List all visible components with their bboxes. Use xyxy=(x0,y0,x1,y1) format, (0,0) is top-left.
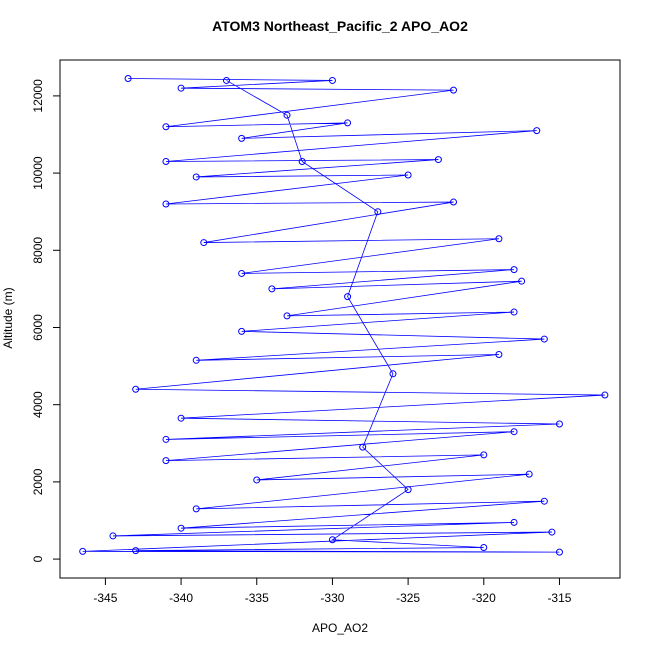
data-point xyxy=(480,451,488,459)
data-point xyxy=(533,127,541,135)
data-point xyxy=(450,198,458,206)
y-tick-label: 8000 xyxy=(31,237,45,264)
x-tick-label: -320 xyxy=(472,591,496,605)
data-point xyxy=(109,532,117,540)
y-tick-label: 0 xyxy=(31,555,45,562)
x-tick-label: -340 xyxy=(169,591,193,605)
data-point xyxy=(298,158,306,166)
data-point xyxy=(404,171,412,179)
data-point xyxy=(374,208,382,216)
data-point xyxy=(238,269,246,277)
data-point xyxy=(510,428,518,436)
data-point xyxy=(124,75,132,83)
x-tick-label: -335 xyxy=(245,591,269,605)
x-tick-label: -330 xyxy=(320,591,344,605)
data-point xyxy=(328,536,336,544)
y-tick-label: 10000 xyxy=(31,156,45,190)
data-point xyxy=(283,111,291,119)
data-point xyxy=(283,312,291,320)
data-point xyxy=(162,123,170,131)
data-line xyxy=(82,78,605,553)
data-point xyxy=(162,200,170,208)
data-point xyxy=(79,547,87,555)
data-point xyxy=(238,327,246,335)
data-point xyxy=(510,518,518,526)
y-axis-label: Altitude (m) xyxy=(1,287,15,348)
data-point xyxy=(177,414,185,422)
data-point xyxy=(162,457,170,465)
data-point xyxy=(238,134,246,142)
data-point xyxy=(548,528,556,536)
data-point xyxy=(555,548,563,556)
data-point xyxy=(192,173,200,181)
data-point xyxy=(510,308,518,316)
data-point xyxy=(404,486,412,494)
chart-title: ATOM3 Northeast_Pacific_2 APO_AO2 xyxy=(212,18,468,34)
x-tick-label: -315 xyxy=(547,591,571,605)
data-point xyxy=(253,476,261,484)
y-tick-label: 4000 xyxy=(31,391,45,418)
data-point xyxy=(192,356,200,364)
data-point xyxy=(555,420,563,428)
data-point xyxy=(601,391,609,399)
data-point xyxy=(540,497,548,505)
y-tick-label: 12000 xyxy=(31,79,45,113)
plot-frame xyxy=(59,59,621,579)
data-point xyxy=(495,351,503,359)
data-point xyxy=(162,435,170,443)
data-point xyxy=(132,385,140,393)
data-point xyxy=(359,443,367,451)
data-point xyxy=(480,544,488,552)
data-point xyxy=(268,285,276,293)
y-tick-label: 6000 xyxy=(31,314,45,341)
data-point xyxy=(434,156,442,164)
data-point xyxy=(200,239,208,247)
data-point xyxy=(162,158,170,166)
data-point xyxy=(510,266,518,274)
data-point xyxy=(222,76,230,84)
data-point xyxy=(389,370,397,378)
x-tick-label: -345 xyxy=(93,591,117,605)
x-axis-label: APO_AO2 xyxy=(312,621,368,635)
data-point xyxy=(344,119,352,127)
y-tick-label: 2000 xyxy=(31,468,45,495)
data-point xyxy=(495,235,503,243)
x-tick-label: -325 xyxy=(396,591,420,605)
data-point xyxy=(132,547,140,555)
data-point xyxy=(328,76,336,84)
data-point xyxy=(192,505,200,513)
data-point xyxy=(344,293,352,301)
data-point xyxy=(525,470,533,478)
data-point xyxy=(540,335,548,343)
data-point xyxy=(518,277,526,285)
data-point xyxy=(177,524,185,532)
data-point xyxy=(177,84,185,92)
data-point xyxy=(450,86,458,94)
